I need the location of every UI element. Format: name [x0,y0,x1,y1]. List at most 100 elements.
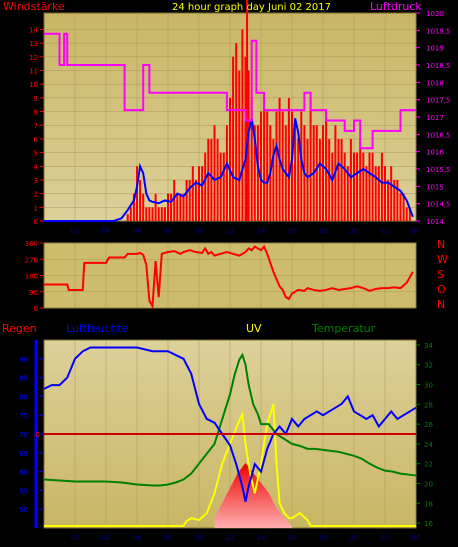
humidity-tick-label: 85 [19,375,28,383]
wind-tick-label: 4 [34,163,39,171]
wind-series-group [44,0,416,222]
humidity-tick-label: 75 [19,412,28,420]
pressure-tick-label: 1020 [426,10,444,18]
wind-tick-label: 1 [34,204,38,212]
wind-tick-label: 12 [29,54,38,62]
uv-series-line [44,404,416,528]
chart-title: 24 hour graph day Juni 02 2017 [172,2,331,13]
wind-x-tick-label: 10 [195,227,204,235]
wind-x-tick-label: 02 [71,227,80,235]
wind-tick-label: 5 [34,150,38,158]
temperature-y-axis: 16 18 20 22 24 26 28 30 32 34 [416,342,433,528]
climate-x-tick-label: 02 [71,534,80,542]
rain-tick-label: 0 [36,431,40,439]
compass-letter: O [437,283,446,296]
wind-x-tick-label: 00 [412,227,421,235]
climate-x-tick-label: 06 [133,534,142,542]
pressure-tick-label: 1018 [426,79,444,87]
wind-tick-label: 8 [34,109,38,117]
humidity-tick-label: 65 [19,450,28,458]
wind-x-axis: 02 04 06 08 10 12 14 16 18 20 22 00 [71,227,421,235]
wind-x-tick-label: 06 [133,227,142,235]
temperature-tick-label: 16 [424,520,433,528]
pressure-tick-label: 1015 [426,183,444,191]
climate-x-tick-label: 08 [164,534,173,542]
temperature-series-line [43,352,417,487]
pressure-tick-label: 1019 [426,45,444,53]
humidity-tick-label: 55 [19,487,28,495]
climate-x-tick-label: 16 [288,534,297,542]
wind-axis-label: Windstärke [3,0,65,13]
wind-x-tick-label: 14 [257,227,266,235]
rain-area [214,463,292,528]
climate-x-tick-label: 12 [226,534,235,542]
temperature-tick-label: 32 [424,362,433,370]
wind-direction-series-line [44,244,414,310]
climate-x-axis: 02 04 06 08 10 12 14 16 18 20 22 00 [71,534,421,542]
wind-x-tick-label: 22 [381,227,390,235]
climate-x-tick-label: 00 [412,534,421,542]
wind-direction-series-group [44,244,414,310]
wind-x-tick-label: 08 [164,227,173,235]
wind-x-tick-label: 12 [226,227,235,235]
pressure-tick-label: 1017,5 [426,97,451,105]
wind-tick-label: 14 [29,26,38,34]
temperature-tick-label: 18 [424,500,433,508]
humidity-y-axis: 50 55 60 65 70 75 80 85 90 0 [19,340,44,528]
temperature-label: Temperatur [311,322,376,335]
temperature-tick-label: 30 [424,382,433,390]
direction-tick-label: 180 [25,273,38,281]
wind-direction-grid [44,242,417,309]
pressure-y-axis: 1014 1014,5 1015 1015,5 1016 1016,5 1017 1017,5… [416,10,451,226]
climate-x-tick-label: 20 [350,534,359,542]
compass-letter: N [437,238,445,251]
compass-letter: W [437,253,448,266]
climate-x-tick-label: 22 [381,534,390,542]
rain-label: Regen [2,322,37,335]
climate-x-tick-label: 18 [319,534,328,542]
wind-tick-label: 6 [34,136,39,144]
humidity-tick-label: 70 [19,431,28,439]
pressure-series-line [44,32,416,150]
climate-x-tick-label: 10 [195,534,204,542]
direction-tick-label: 360 [25,240,38,248]
temperature-tick-label: 24 [424,441,433,449]
humidity-tick-label: 60 [19,469,28,477]
wind-tick-label: 3 [34,177,38,185]
wind-x-tick-label: 16 [288,227,297,235]
direction-tick-label: 0 [34,305,38,313]
wind-x-tick-label: 04 [102,227,111,235]
wind-direction-y-axis: 0 90 180 270 360 [25,240,44,313]
humidity-tick-label: 80 [19,393,28,401]
gust-series-line [44,118,414,222]
humidity-series-line [43,346,417,502]
temperature-tick-label: 26 [424,421,433,429]
wind-tick-label: 11 [29,67,38,75]
wind-tick-label: 2 [34,191,38,199]
pressure-tick-label: 1016,5 [426,131,451,139]
temperature-tick-label: 20 [424,480,433,488]
pressure-tick-label: 1018,5 [426,62,451,70]
pressure-axis-label: Luftdruck [370,0,422,13]
wind-tick-label: 13 [29,40,38,48]
humidity-tick-label: 50 [19,506,28,514]
climate-x-tick-label: 04 [102,534,111,542]
compass-letter: S [437,268,444,281]
pressure-tick-label: 1015,5 [426,166,451,174]
pressure-tick-label: 1016 [426,149,444,157]
humidity-label: Luftfeuchte [66,322,129,335]
direction-tick-label: 90 [29,289,38,297]
climate-series-group [43,346,417,528]
wind-tick-label: 7 [34,122,38,130]
climate-x-tick-label: 14 [257,534,266,542]
wind-tick-label: 0 [34,218,38,226]
pressure-tick-label: 1017 [426,114,444,122]
pressure-tick-label: 1014,5 [426,201,451,209]
wind-tick-label: 10 [29,81,38,89]
compass-letter: N [437,298,445,311]
wind-x-tick-label: 20 [350,227,359,235]
